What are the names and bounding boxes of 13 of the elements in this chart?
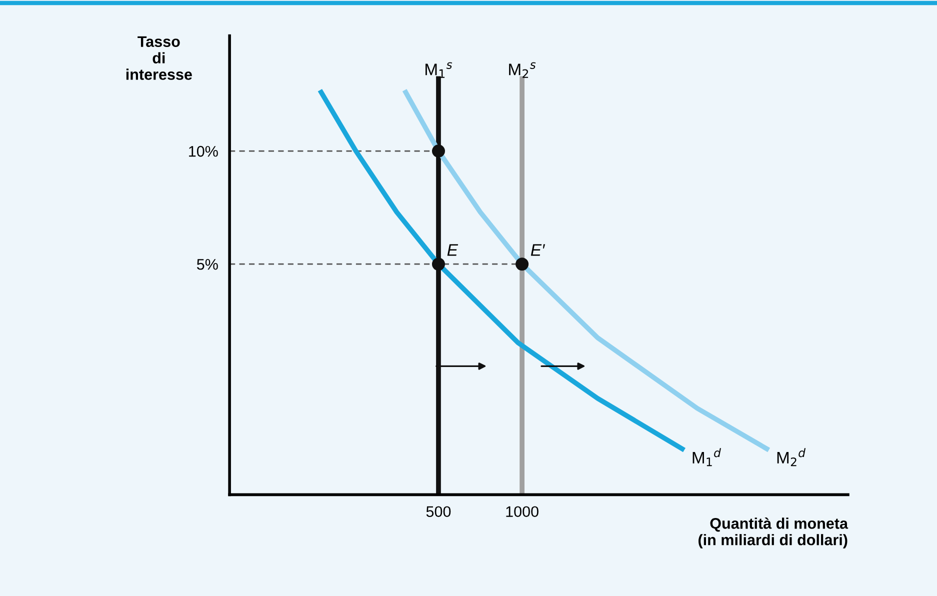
annotation: E — [447, 244, 458, 256]
line-series — [318, 90, 685, 452]
series-label: M$_{1}$$^{d}$ — [692, 448, 721, 466]
series-label: M$_{2}$$^{d}$ — [777, 448, 806, 466]
y-tick-label: 10% — [189, 146, 218, 157]
x-axis-title: Quantità di moneta (in miliardi di dollari) — [698, 517, 848, 548]
annotation: E′ — [530, 244, 546, 256]
x-tick-label: 1000 — [506, 506, 538, 518]
x-tick-label: 500 — [426, 506, 451, 518]
series-label: M$_{2}$$^{s}$ — [509, 62, 536, 78]
series-label: M$_{1}$$^{s}$ — [426, 62, 452, 78]
y-axis-title: Tasso di interesse — [126, 36, 192, 80]
y-tick-label: 5% — [196, 259, 218, 270]
